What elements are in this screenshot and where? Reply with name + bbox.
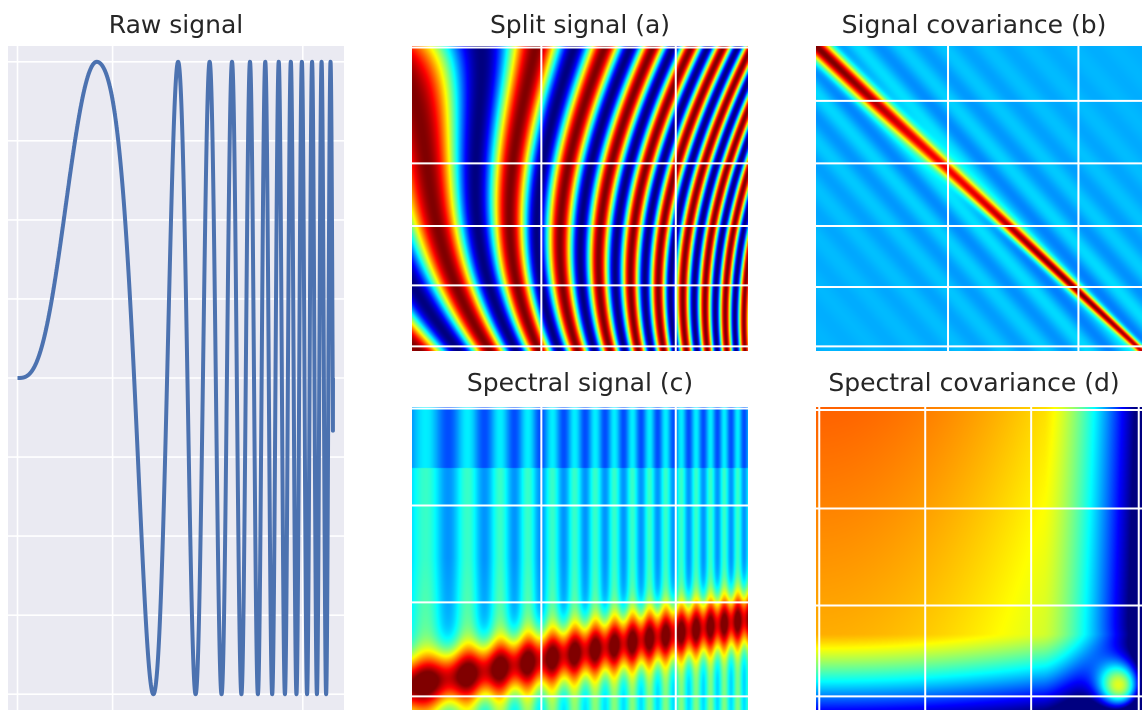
split-signal-canvas bbox=[412, 46, 748, 351]
spectral-signal-title: Spectral signal (c) bbox=[466, 368, 694, 397]
split-signal-title: Split signal (a) bbox=[489, 10, 671, 39]
signal-covariance-grid bbox=[816, 46, 1142, 351]
raw-signal-title: Raw signal bbox=[108, 10, 244, 39]
spectral-signal-heatmap bbox=[412, 407, 748, 710]
signal-covariance-canvas bbox=[816, 46, 1142, 351]
spectral-signal-grid bbox=[412, 407, 748, 710]
spectral-covariance-canvas bbox=[816, 407, 1142, 710]
signal-covariance-title: Signal covariance (b) bbox=[841, 10, 1107, 39]
raw-signal-line bbox=[15, 59, 337, 697]
spectral-covariance-title: Spectral covariance (d) bbox=[828, 368, 1120, 397]
spectral-covariance-grid bbox=[816, 407, 1142, 710]
split-signal-heatmap bbox=[412, 46, 748, 351]
signal-covariance-heatmap bbox=[816, 46, 1142, 351]
spectral-covariance-heatmap bbox=[816, 407, 1142, 710]
raw-signal-plot bbox=[8, 46, 344, 710]
split-signal-grid bbox=[412, 46, 748, 351]
spectral-signal-canvas bbox=[412, 407, 748, 710]
raw-signal-svg bbox=[8, 46, 344, 710]
